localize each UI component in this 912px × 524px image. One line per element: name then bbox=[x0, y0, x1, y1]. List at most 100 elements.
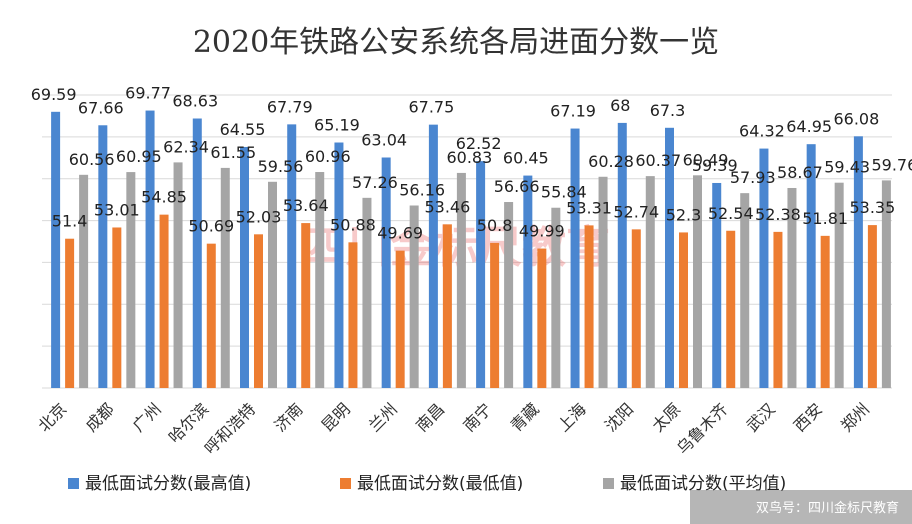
value-label: 53.46 bbox=[424, 197, 470, 216]
bar bbox=[679, 232, 688, 388]
bar bbox=[287, 124, 297, 389]
value-label: 64.95 bbox=[786, 117, 832, 136]
category-label: 南昌 bbox=[412, 399, 448, 435]
bar bbox=[490, 242, 500, 388]
bar bbox=[867, 225, 877, 388]
category-label: 武汉 bbox=[743, 399, 779, 435]
value-label: 60.49 bbox=[683, 150, 729, 169]
value-label: 58.67 bbox=[777, 163, 823, 182]
bar bbox=[173, 162, 183, 388]
category-label: 昆明 bbox=[318, 399, 354, 435]
credit-background bbox=[690, 490, 912, 524]
value-label: 64.32 bbox=[739, 122, 785, 141]
bar bbox=[51, 111, 61, 388]
category-label: 郑州 bbox=[837, 399, 873, 435]
value-label: 57.26 bbox=[352, 173, 398, 192]
value-label: 59.39 bbox=[692, 156, 738, 175]
value-label: 67.79 bbox=[267, 97, 313, 116]
value-label: 60.37 bbox=[635, 151, 681, 170]
legend-label: 最低面试分数(最低值) bbox=[357, 474, 523, 494]
bar bbox=[834, 182, 844, 388]
bar bbox=[192, 118, 202, 388]
bar bbox=[570, 128, 580, 388]
credit-text: 双鸟号：四川金标尺教育 bbox=[756, 500, 899, 516]
category-label: 西安 bbox=[790, 399, 826, 435]
category-label: 呼和浩特 bbox=[201, 399, 260, 458]
legend-label: 最低面试分数(平均值) bbox=[620, 474, 786, 494]
legend-label: 最低面试分数(最高值) bbox=[85, 474, 251, 494]
bar bbox=[145, 110, 155, 388]
bar bbox=[240, 146, 249, 388]
value-label: 52.54 bbox=[708, 204, 754, 223]
value-label: 52.38 bbox=[755, 205, 801, 224]
bar bbox=[428, 124, 438, 389]
bar bbox=[456, 172, 466, 388]
value-label: 53.35 bbox=[849, 198, 895, 217]
value-label: 60.56 bbox=[69, 150, 115, 169]
value-label: 53.31 bbox=[566, 198, 612, 217]
bar bbox=[79, 174, 89, 388]
value-label: 54.85 bbox=[141, 188, 187, 207]
bar bbox=[759, 148, 769, 388]
legend: 最低面试分数(最高值) 最低面试分数(最低值) 最低面试分数(平均值) bbox=[68, 474, 786, 494]
bar bbox=[112, 227, 122, 388]
category-label: 太原 bbox=[648, 399, 684, 435]
bar bbox=[820, 235, 830, 388]
bar bbox=[726, 230, 736, 388]
value-label: 69.77 bbox=[125, 84, 171, 103]
bar bbox=[65, 238, 75, 388]
bar bbox=[362, 197, 372, 388]
value-label: 52.03 bbox=[236, 207, 282, 226]
value-label: 53.64 bbox=[283, 196, 329, 215]
value-label: 67.3 bbox=[650, 101, 686, 120]
value-label: 52.3 bbox=[666, 205, 702, 224]
legend-swatch bbox=[68, 478, 79, 489]
bar bbox=[523, 175, 533, 388]
value-labels: 69.59 51.4 60.56 67.66 53.01 60.95 69.77 54.85 6… bbox=[31, 84, 912, 243]
value-label: 68 bbox=[610, 96, 630, 115]
value-label: 52.74 bbox=[613, 202, 659, 221]
bar bbox=[665, 127, 674, 389]
bar bbox=[537, 248, 547, 388]
bar bbox=[645, 176, 655, 388]
value-label: 56.66 bbox=[494, 177, 540, 196]
bar bbox=[334, 142, 344, 388]
bar bbox=[268, 181, 277, 388]
bar bbox=[693, 175, 702, 388]
value-label: 60.83 bbox=[446, 148, 492, 167]
bar bbox=[712, 182, 722, 388]
bar bbox=[881, 180, 891, 388]
category-label: 上海 bbox=[554, 399, 590, 435]
bar bbox=[220, 167, 230, 388]
value-label: 60.28 bbox=[588, 152, 634, 171]
value-label: 50.69 bbox=[188, 217, 234, 236]
bar bbox=[98, 125, 108, 388]
bar bbox=[476, 161, 486, 388]
bar bbox=[409, 205, 419, 388]
value-label: 67.19 bbox=[550, 102, 596, 121]
value-label: 60.96 bbox=[305, 147, 351, 166]
bar bbox=[787, 187, 797, 388]
category-label: 成都 bbox=[82, 399, 118, 435]
bar bbox=[126, 172, 136, 388]
value-label: 50.88 bbox=[330, 215, 376, 234]
bar bbox=[206, 243, 216, 388]
category-labels: 北京 成都 广州 哈尔滨呼和浩特 济南 昆明 兰州 南昌 南宁 青藏 上海 沈阳 太原乌鲁木齐 武汉 西安郑… bbox=[34, 399, 873, 458]
value-label: 61.55 bbox=[210, 143, 256, 162]
value-label: 68.63 bbox=[172, 92, 218, 111]
bar bbox=[301, 223, 311, 388]
bar bbox=[598, 176, 608, 388]
value-label: 67.75 bbox=[408, 98, 454, 117]
value-label: 56.16 bbox=[399, 181, 445, 200]
category-label: 济南 bbox=[270, 399, 306, 435]
value-label: 69.59 bbox=[31, 85, 77, 104]
legend-swatch bbox=[603, 478, 614, 489]
value-label: 55.84 bbox=[541, 183, 587, 202]
value-label: 49.69 bbox=[377, 224, 423, 243]
value-label: 53.01 bbox=[94, 200, 140, 219]
value-label: 64.55 bbox=[220, 120, 266, 139]
value-label: 60.95 bbox=[116, 147, 162, 166]
category-label: 乌鲁木齐 bbox=[673, 399, 732, 458]
legend-swatch bbox=[340, 478, 351, 489]
bar bbox=[381, 157, 391, 388]
